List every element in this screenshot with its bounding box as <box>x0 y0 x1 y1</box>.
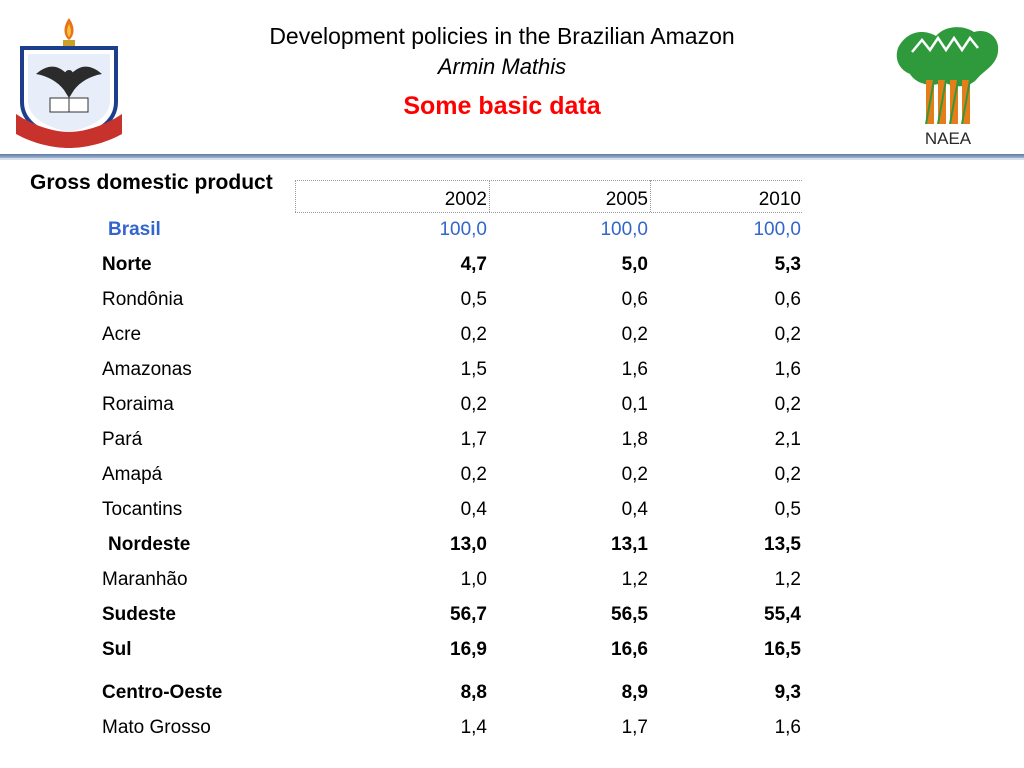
table-cell: 1,8 <box>621 429 648 450</box>
row-label-brasil: Brasil <box>108 219 161 240</box>
table-cell: 56,7 <box>450 604 487 625</box>
table-cell: 9,3 <box>774 682 801 703</box>
row-label-rondonia: Rondônia <box>102 289 184 310</box>
table-cell: 2,1 <box>774 429 801 450</box>
table-cell: 1,4 <box>460 717 487 738</box>
table-cell: 5,3 <box>774 254 801 275</box>
table-cell: 0,2 <box>460 464 487 485</box>
table-cell: 13,0 <box>450 534 487 555</box>
university-crest-logo <box>14 14 124 148</box>
row-label-maranhao: Maranhão <box>102 569 188 590</box>
row-label-centro-oeste: Centro-Oeste <box>102 682 223 703</box>
table-cell: 0,2 <box>460 324 487 345</box>
slide-subtitle: Some basic data <box>403 92 601 120</box>
table-cell: 0,4 <box>460 499 487 520</box>
table-cell: 16,5 <box>764 639 801 660</box>
slide-header: Development policies in the Brazilian Am… <box>200 20 804 126</box>
table-header-divider <box>489 180 490 212</box>
row-label-sul: Sul <box>102 639 132 660</box>
table-cell: 0,2 <box>460 394 487 415</box>
table-cell: 5,0 <box>621 254 648 275</box>
table-cell: 0,1 <box>621 394 648 415</box>
table-cell: 1,6 <box>774 359 801 380</box>
table-cell: 0,2 <box>621 324 648 345</box>
table-cell: 13,1 <box>611 534 648 555</box>
table-cell: 0,4 <box>621 499 648 520</box>
header-divider <box>0 154 1024 158</box>
table-cell: 0,2 <box>774 324 801 345</box>
slide-title: Development policies in the Brazilian Am… <box>269 23 735 49</box>
row-label-acre: Acre <box>102 324 142 345</box>
table-cell: 1,7 <box>460 429 487 450</box>
table-header-divider <box>295 180 296 212</box>
row-label-roraima: Roraima <box>102 394 174 415</box>
section-title: Gross domestic product <box>30 171 273 194</box>
table-cell: 1,0 <box>460 569 487 590</box>
table-cell: 4,7 <box>460 254 487 275</box>
table-cell: 1,2 <box>621 569 648 590</box>
table-cell: 100,0 <box>600 219 648 240</box>
table-cell: 16,6 <box>611 639 648 660</box>
row-label-norte: Norte <box>102 254 152 275</box>
table-header-bottom-line <box>295 212 802 213</box>
table-cell: 13,5 <box>764 534 801 555</box>
row-label-amazonas: Amazonas <box>102 359 192 380</box>
table-cell: 1,6 <box>774 717 801 738</box>
table-header-divider <box>650 180 651 212</box>
table-cell: 0,6 <box>774 289 801 310</box>
column-header-2002: 2002 <box>444 189 487 210</box>
table-cell: 8,9 <box>621 682 648 703</box>
table-cell: 0,2 <box>774 394 801 415</box>
table-cell: 0,2 <box>774 464 801 485</box>
row-label-tocantins: Tocantins <box>102 499 183 520</box>
table-cell: 100,0 <box>439 219 487 240</box>
naea-logo: NAEA <box>892 18 1004 148</box>
table-cell: 1,7 <box>621 717 648 738</box>
naea-logo-text: NAEA <box>925 129 972 148</box>
table-cell: 0,6 <box>621 289 648 310</box>
table-cell: 55,4 <box>764 604 801 625</box>
table-cell: 0,2 <box>621 464 648 485</box>
table-cell: 1,6 <box>621 359 648 380</box>
table-cell: 1,2 <box>774 569 801 590</box>
header-divider-shadow <box>0 158 1024 160</box>
table-cell: 8,8 <box>460 682 487 703</box>
column-header-2005: 2005 <box>605 189 648 210</box>
table-cell: 0,5 <box>460 289 487 310</box>
table-cell: 0,5 <box>774 499 801 520</box>
row-label-mato-grosso: Mato Grosso <box>102 717 211 738</box>
slide-author: Armin Mathis <box>437 54 567 79</box>
table-cell: 16,9 <box>450 639 487 660</box>
row-label-amapa: Amapá <box>102 464 163 485</box>
column-header-2010: 2010 <box>758 189 801 210</box>
table-cell: 1,5 <box>460 359 487 380</box>
table-cell: 56,5 <box>611 604 648 625</box>
table-header-top-line <box>295 180 802 181</box>
row-label-sudeste: Sudeste <box>102 604 176 625</box>
row-label-nordeste: Nordeste <box>108 534 191 555</box>
table-cell: 100,0 <box>753 219 801 240</box>
row-label-para: Pará <box>102 429 143 450</box>
